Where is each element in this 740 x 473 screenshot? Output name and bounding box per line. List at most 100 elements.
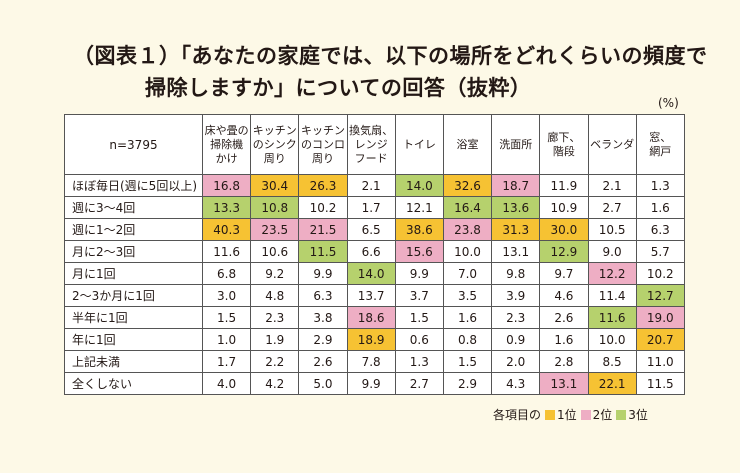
table-cell-rank3: 12.7 <box>635 284 685 307</box>
table-cell-rank1: 38.6 <box>394 218 444 241</box>
table-row: 週に1～2回 40.3 23.5 21.5 6.5 38.6 23.8 31.3 30.0 10.… <box>64 218 685 241</box>
table-cell: 3.0 <box>201 284 252 307</box>
table-cell-rank1: 26.3 <box>298 174 348 197</box>
unit-label: (%) <box>658 96 679 110</box>
column-header: 床や畳の 掃除機 かけ <box>201 114 252 175</box>
header-row: n=3795 床や畳の 掃除機 かけ キッチン のシンク 周り キッチン のコンロ … <box>64 114 685 175</box>
table-cell: 1.5 <box>394 306 444 329</box>
table-cell: 2.8 <box>539 350 589 373</box>
table-cell: 11.5 <box>635 372 685 395</box>
column-header: トイレ <box>394 114 444 175</box>
table-cell: 9.9 <box>346 372 396 395</box>
table-cell-rank3: 13.3 <box>201 196 252 219</box>
table-cell: 6.8 <box>201 262 252 285</box>
table-cell: 1.9 <box>250 328 300 351</box>
table-cell: 9.9 <box>298 262 348 285</box>
table-cell: 10.2 <box>635 262 685 285</box>
table-row: 2～3か月に1回 3.0 4.8 6.3 13.7 3.7 3.5 3.9 4.6 11.4 12.… <box>64 284 685 307</box>
table-cell: 2.9 <box>298 328 348 351</box>
column-header: 浴室 <box>442 114 493 175</box>
table-cell: 11.4 <box>587 284 637 307</box>
table-cell: 3.9 <box>491 284 541 307</box>
table-cell: 13.1 <box>491 240 541 263</box>
table-cell-rank3: 13.6 <box>491 196 541 219</box>
table-cell: 3.7 <box>394 284 444 307</box>
table-cell: 11.0 <box>635 350 685 373</box>
column-header: 換気扇、 レンジ フード <box>346 114 396 175</box>
legend-label-rank1: 1位 <box>557 408 577 422</box>
table-cell: 10.0 <box>442 240 493 263</box>
table-cell: 1.7 <box>201 350 252 373</box>
table-cell: 1.3 <box>635 174 685 197</box>
table-cell: 1.6 <box>539 328 589 351</box>
table-cell: 6.3 <box>635 218 685 241</box>
table-cell: 2.1 <box>587 174 637 197</box>
table-cell: 10.6 <box>250 240 300 263</box>
table-cell: 7.0 <box>442 262 493 285</box>
table-cell: 2.1 <box>346 174 396 197</box>
table-cell-rank1: 30.0 <box>539 218 589 241</box>
table-cell: 6.6 <box>346 240 396 263</box>
table-cell-rank1: 31.3 <box>491 218 541 241</box>
legend-swatch-rank1 <box>545 409 556 420</box>
row-label: 上記未満 <box>64 350 203 373</box>
data-table: n=3795 床や畳の 掃除機 かけ キッチン のシンク 周り キッチン のコンロ … <box>64 114 685 395</box>
table-cell: 2.2 <box>250 350 300 373</box>
table-cell: 12.1 <box>394 196 444 219</box>
table-cell-rank2: 21.5 <box>298 218 348 241</box>
row-label: 月に2～3回 <box>64 240 203 263</box>
table-cell: 0.9 <box>491 328 541 351</box>
table-cell: 6.5 <box>346 218 396 241</box>
legend-label-rank3: 3位 <box>628 408 648 422</box>
table-cell: 9.8 <box>491 262 541 285</box>
table-cell-rank1: 18.9 <box>346 328 396 351</box>
table-cell: 9.7 <box>539 262 589 285</box>
table-row: 上記未満 1.7 2.2 2.6 7.8 1.3 1.5 2.0 2.8 8.5 11.0 <box>64 350 685 373</box>
table-cell: 4.2 <box>250 372 300 395</box>
column-header: 窓、 網戸 <box>635 114 685 175</box>
table-cell: 4.3 <box>491 372 541 395</box>
legend: 各項目の 1位 2位 3位 <box>493 406 648 423</box>
table-cell-rank2: 12.2 <box>587 262 637 285</box>
table-cell: 3.5 <box>442 284 493 307</box>
table-row: 月に2～3回 11.6 10.6 11.5 6.6 15.6 10.0 13.1 12.9 9.0… <box>64 240 685 263</box>
table-cell: 1.7 <box>346 196 396 219</box>
table-cell-rank3: 16.4 <box>442 196 493 219</box>
table-cell-rank2: 13.1 <box>539 372 589 395</box>
table-cell: 9.9 <box>394 262 444 285</box>
row-label: 週に1～2回 <box>64 218 203 241</box>
table-cell: 2.3 <box>491 306 541 329</box>
table-cell-rank3: 11.5 <box>298 240 348 263</box>
table-cell: 2.6 <box>298 350 348 373</box>
table-cell: 6.3 <box>298 284 348 307</box>
chart-title: （図表１）「あなたの家庭では、以下の場所をどれくらいの頻度で 掃除しますか」につ… <box>73 40 708 104</box>
table-cell: 9.0 <box>587 240 637 263</box>
table-cell: 1.6 <box>635 196 685 219</box>
table-cell: 10.5 <box>587 218 637 241</box>
table-cell: 4.8 <box>250 284 300 307</box>
table-cell-rank1: 22.1 <box>587 372 637 395</box>
table-cell: 4.6 <box>539 284 589 307</box>
table-cell-rank2: 23.5 <box>250 218 300 241</box>
table-cell: 9.2 <box>250 262 300 285</box>
column-header: キッチン のコンロ 周り <box>298 114 348 175</box>
table-cell: 13.7 <box>346 284 396 307</box>
sample-size-label: n=3795 <box>64 114 203 175</box>
table-cell: 2.9 <box>442 372 493 395</box>
column-header: 洗面所 <box>491 114 541 175</box>
row-label: 週に3～4回 <box>64 196 203 219</box>
table-cell-rank1: 32.6 <box>442 174 493 197</box>
row-label: ほぼ毎日(週に5回以上) <box>64 174 203 197</box>
table-cell: 0.8 <box>442 328 493 351</box>
table-cell: 10.0 <box>587 328 637 351</box>
table-cell: 10.2 <box>298 196 348 219</box>
table-cell: 2.7 <box>394 372 444 395</box>
table-cell: 2.6 <box>539 306 589 329</box>
table-row: 年に1回 1.0 1.9 2.9 18.9 0.6 0.8 0.9 1.6 10.0 20.7 <box>64 328 685 351</box>
table-cell: 1.0 <box>201 328 252 351</box>
table-row: ほぼ毎日(週に5回以上) 16.8 30.4 26.3 2.1 14.0 32.6 18.7 1… <box>64 174 685 197</box>
legend-swatch-rank3 <box>616 409 627 420</box>
table-cell: 1.3 <box>394 350 444 373</box>
column-header: キッチン のシンク 周り <box>250 114 300 175</box>
table-cell: 0.6 <box>394 328 444 351</box>
